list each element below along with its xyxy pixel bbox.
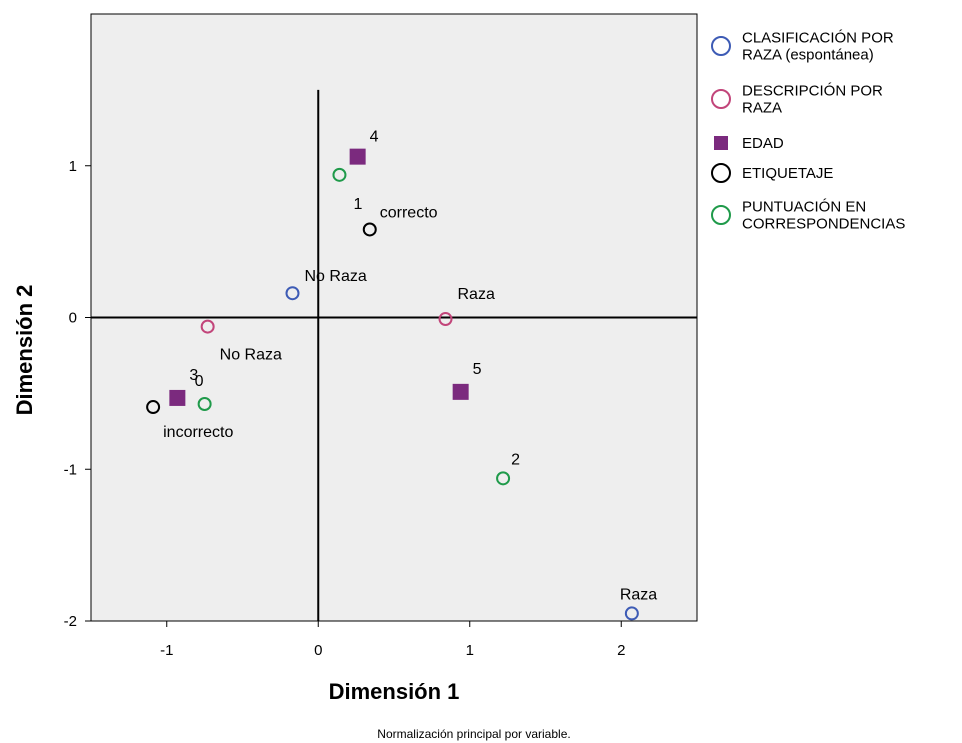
data-point xyxy=(197,396,212,411)
legend-label: DESCRIPCIÓN POR xyxy=(742,83,883,100)
data-point xyxy=(169,389,186,406)
legend-marker xyxy=(711,89,731,109)
legend-marker xyxy=(711,36,731,56)
legend-label: CORRESPONDENCIAS xyxy=(742,216,905,233)
point-label: No Raza xyxy=(220,347,282,364)
point-label: 1 xyxy=(353,196,362,213)
x-tick-label: 1 xyxy=(466,642,474,659)
footnote: Normalización principal por variable. xyxy=(377,727,570,741)
data-point xyxy=(496,471,511,486)
point-label: Raza xyxy=(620,586,657,603)
legend-label: EDAD xyxy=(742,135,784,152)
legend-label: CLASIFICACIÓN POR xyxy=(742,30,894,47)
y-tick-label: -1 xyxy=(64,461,77,478)
ticks-layer: -1 0 1 2 -2 -1 0 1 xyxy=(64,158,626,659)
legend-label: RAZA (espontánea) xyxy=(742,47,874,64)
legend-label: PUNTUACIÓN EN xyxy=(742,199,866,216)
point-label: 0 xyxy=(195,373,204,390)
data-point xyxy=(200,319,215,334)
data-point xyxy=(362,222,377,237)
point-label: correcto xyxy=(380,204,438,221)
points-layer: No Raza Raza No Raza Raza 4 3 5 correcto incorre… xyxy=(146,129,657,621)
legend-label: ETIQUETAJE xyxy=(742,165,833,182)
data-point xyxy=(452,383,469,400)
point-label: 4 xyxy=(370,129,379,146)
axes-layer xyxy=(91,89,697,621)
y-tick-label: -2 xyxy=(64,613,77,630)
legend-marker xyxy=(711,163,731,183)
data-point xyxy=(146,400,161,415)
data-point xyxy=(285,286,300,301)
data-point xyxy=(624,606,639,621)
data-point xyxy=(349,148,366,165)
point-label: No Raza xyxy=(304,268,366,285)
y-axis-title: Dimensión 2 xyxy=(12,285,37,416)
point-label: 2 xyxy=(511,451,520,468)
legend-marker xyxy=(714,136,728,150)
data-point xyxy=(438,312,453,327)
y-tick-label: 1 xyxy=(69,158,77,175)
point-label: 3 xyxy=(189,367,198,384)
point-label: 5 xyxy=(473,361,482,378)
x-tick-label: -1 xyxy=(160,642,173,659)
x-tick-label: 0 xyxy=(314,642,322,659)
point-label: Raza xyxy=(458,286,495,303)
x-axis-title: Dimensión 1 xyxy=(329,679,460,704)
y-tick-label: 0 xyxy=(69,310,77,327)
data-point xyxy=(332,167,347,182)
point-label: incorrecto xyxy=(163,424,233,441)
legend-marker xyxy=(711,205,731,225)
legend-label: RAZA xyxy=(742,100,782,117)
x-tick-label: 2 xyxy=(617,642,625,659)
